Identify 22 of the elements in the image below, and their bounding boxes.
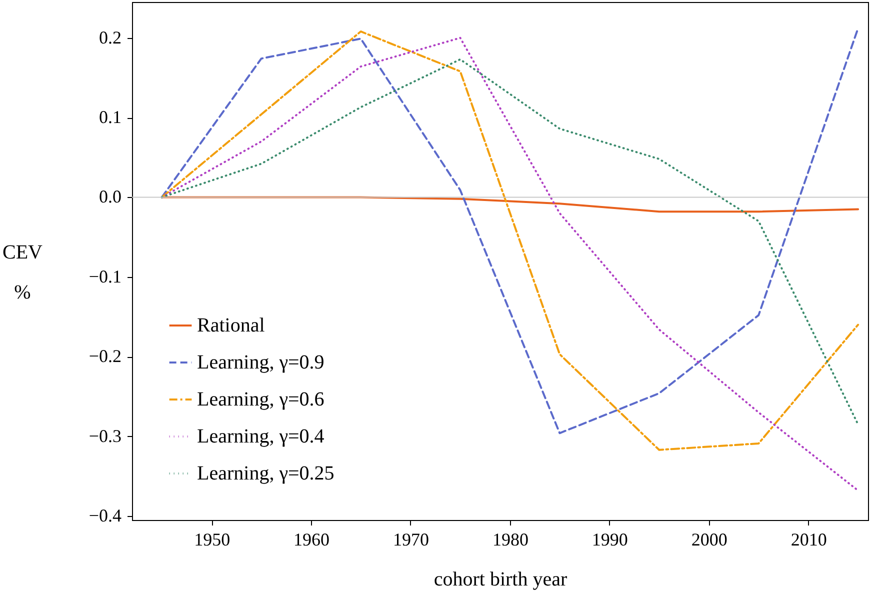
legend-label: Learning, γ=0.9 — [197, 352, 324, 374]
x-tick-label: 1950 — [194, 530, 230, 550]
y-tick-label: 0.1 — [99, 107, 122, 128]
x-tick-label: 1990 — [592, 530, 628, 550]
x-tick-label: 2010 — [790, 530, 827, 550]
y-tick-label: −0.4 — [88, 506, 122, 526]
y-tick-label: −0.3 — [88, 426, 122, 446]
y-tick-label: 0.2 — [99, 27, 122, 48]
line-series — [160, 196, 860, 213]
x-axis-title: cohort birth year — [434, 568, 568, 590]
y-tick-label: 0.0 — [99, 186, 122, 207]
y-tick-label: −0.2 — [88, 346, 122, 366]
y-axis-title: CEV % — [2, 242, 44, 304]
legend-label: Rational — [197, 314, 266, 336]
legend-label: Learning, γ=0.6 — [197, 388, 324, 410]
x-tick-label: 1960 — [294, 530, 330, 550]
x-tick-label: 2000 — [691, 530, 728, 550]
y-tick-label: −0.1 — [88, 266, 122, 286]
legend-label: Learning, γ=0.25 — [197, 462, 334, 484]
x-tick-label: 1970 — [392, 530, 429, 550]
x-tick-label: 1980 — [492, 530, 528, 550]
legend-label: Learning, γ=0.4 — [197, 426, 324, 448]
